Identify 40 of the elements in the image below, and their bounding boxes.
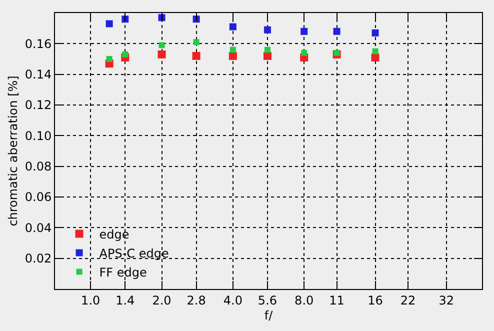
x-tick-label: 2.0 bbox=[152, 293, 172, 308]
legend-label: FF edge bbox=[99, 265, 147, 280]
point bbox=[193, 39, 200, 46]
point bbox=[158, 50, 166, 58]
x-tick-label: 32 bbox=[438, 293, 454, 308]
point bbox=[264, 26, 271, 34]
point bbox=[371, 53, 380, 62]
legend-label: edge bbox=[99, 227, 130, 242]
x-tick-label: 5.6 bbox=[258, 293, 278, 308]
point bbox=[300, 28, 308, 35]
point bbox=[372, 29, 379, 36]
x-axis-title: f/ bbox=[264, 308, 274, 322]
y-tick-label: 0.02 bbox=[24, 252, 52, 266]
y-tick-label: 0.08 bbox=[24, 160, 52, 174]
y-axis-title: chromatic aberration [%] bbox=[6, 76, 20, 226]
point bbox=[228, 52, 237, 60]
point bbox=[264, 46, 270, 53]
x-tick-label: 2.8 bbox=[186, 293, 206, 308]
point bbox=[372, 48, 378, 54]
x-tick-label: 4.0 bbox=[223, 293, 242, 308]
x-tick-label: 1.4 bbox=[116, 293, 135, 308]
y-tick-label: 0.16 bbox=[24, 36, 52, 51]
y-tick-label: 0.06 bbox=[24, 190, 52, 204]
x-tick-label: 11 bbox=[329, 293, 344, 308]
x-tick-label: 8.0 bbox=[294, 293, 314, 308]
y-tick-label: 0.10 bbox=[24, 128, 52, 143]
y-tick-label: 0.12 bbox=[24, 98, 52, 112]
y-tick-label: 0.14 bbox=[24, 68, 52, 82]
point bbox=[230, 46, 236, 53]
point bbox=[263, 52, 272, 60]
x-tick-label: 1.0 bbox=[81, 293, 100, 308]
legend-label: APS-C edge bbox=[99, 246, 169, 260]
point bbox=[158, 42, 165, 48]
x-tick-label: 16 bbox=[368, 293, 383, 308]
point bbox=[192, 52, 200, 60]
point bbox=[301, 50, 308, 56]
point bbox=[229, 23, 236, 30]
x-tick-label: 22 bbox=[400, 293, 416, 308]
y-tick-label: 0.04 bbox=[24, 220, 52, 235]
point bbox=[122, 51, 128, 58]
